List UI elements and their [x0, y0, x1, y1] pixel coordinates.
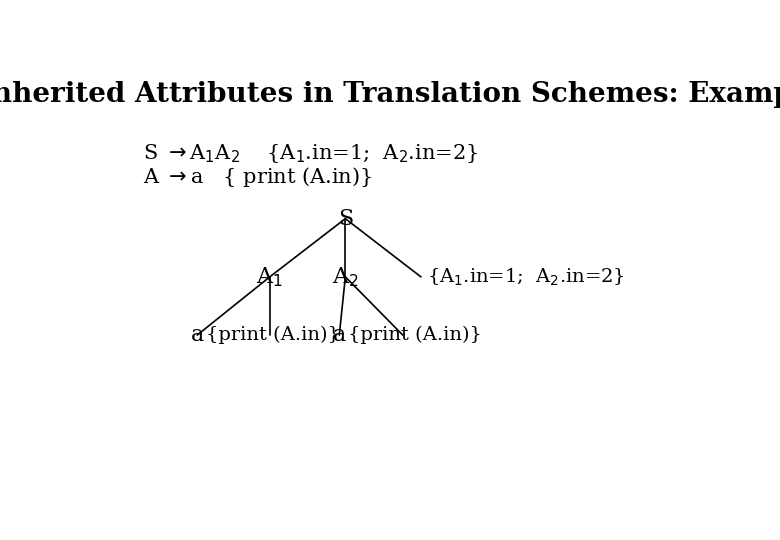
Text: {print (A.in)}: {print (A.in)}	[206, 326, 340, 344]
Text: {print (A.in)}: {print (A.in)}	[349, 326, 482, 344]
Text: {A$_1$.in=1;  A$_2$.in=2}: {A$_1$.in=1; A$_2$.in=2}	[427, 266, 625, 287]
Text: S: S	[338, 208, 353, 230]
Text: A$_1$: A$_1$	[257, 265, 283, 289]
Text: a: a	[190, 324, 204, 346]
Text: A$_2$: A$_2$	[332, 265, 359, 289]
Text: S $\rightarrow$A$_1$A$_2$    {A$_1$.in=1;  A$_2$.in=2}: S $\rightarrow$A$_1$A$_2$ {A$_1$.in=1; A…	[143, 141, 478, 165]
Text: A $\rightarrow$a   { print (A.in)}: A $\rightarrow$a { print (A.in)}	[143, 165, 372, 188]
Text: a: a	[333, 324, 346, 346]
Text: Inherited Attributes in Translation Schemes: Example: Inherited Attributes in Translation Sche…	[0, 82, 780, 109]
